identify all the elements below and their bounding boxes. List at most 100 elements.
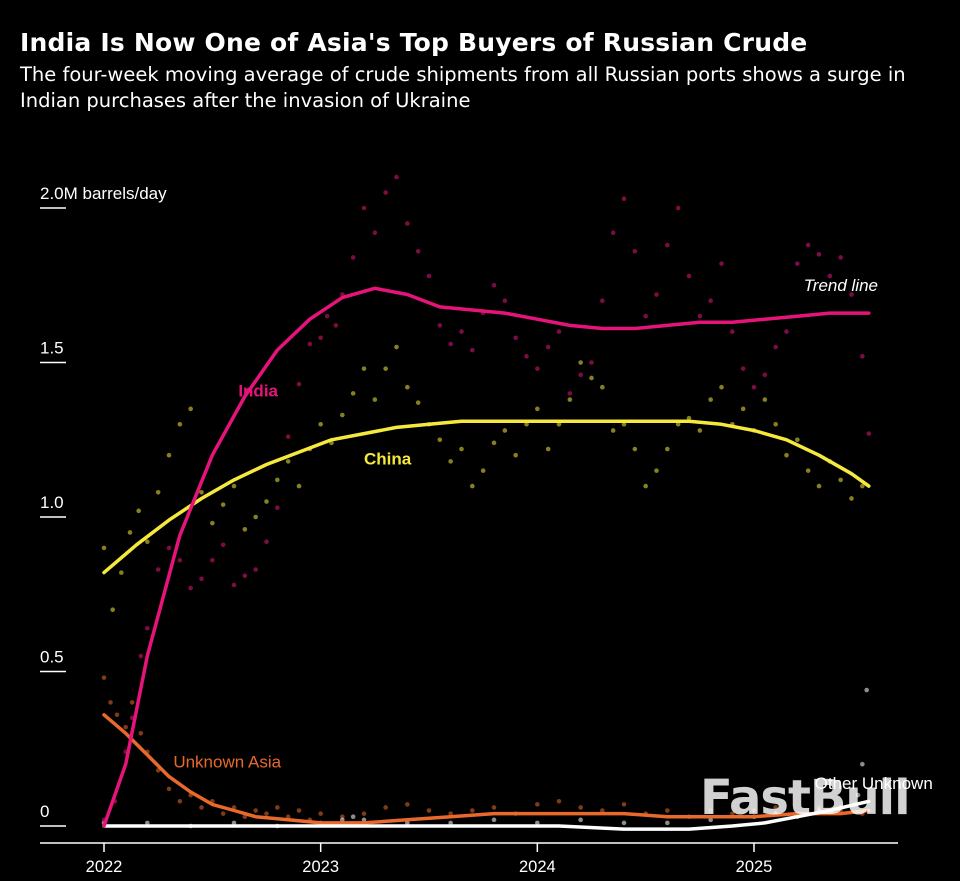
india-point xyxy=(210,557,215,563)
china-point xyxy=(784,452,789,458)
china-point xyxy=(318,422,323,427)
unknown-asia-point xyxy=(665,808,670,813)
unknown-asia-point xyxy=(108,700,113,705)
india-point xyxy=(199,576,204,582)
scatter-points xyxy=(101,174,872,829)
other-unknown-label: Other Unknown xyxy=(815,774,933,793)
india-point xyxy=(188,585,193,591)
unknown-asia-point xyxy=(621,802,627,807)
india-point xyxy=(632,248,638,254)
unknown-asia-point xyxy=(448,811,453,816)
india-point xyxy=(545,344,551,350)
china-trend-line xyxy=(102,419,871,575)
chart-title: India Is Now One of Asia's Top Buyers of… xyxy=(20,28,808,57)
india-point xyxy=(470,347,475,353)
china-point xyxy=(665,446,670,452)
india-point xyxy=(383,190,388,195)
other-unknown-point xyxy=(405,820,410,826)
y-tick-label: 0.5 xyxy=(40,648,64,667)
unknown-asia-point xyxy=(535,802,540,807)
india-point xyxy=(621,196,627,202)
india-point xyxy=(610,230,616,236)
china-point xyxy=(860,483,865,489)
india-point xyxy=(138,653,144,659)
india-point xyxy=(589,360,594,365)
other-unknown-point xyxy=(491,817,497,823)
other-unknown-trend-line xyxy=(102,799,871,831)
y-tick-label: 1.0 xyxy=(40,493,64,512)
unknown-asia-point xyxy=(199,805,204,810)
china-point xyxy=(502,428,508,433)
india-point xyxy=(730,329,735,334)
unknown-asia-point xyxy=(751,808,757,813)
china-point xyxy=(437,437,443,443)
china-point xyxy=(188,406,193,412)
china-point xyxy=(231,483,237,489)
unknown-asia-point xyxy=(708,808,713,813)
india-point xyxy=(296,381,302,387)
other-unknown-point xyxy=(361,817,367,823)
india-point xyxy=(849,292,854,297)
other-unknown-point xyxy=(145,820,150,826)
china-point xyxy=(556,422,562,427)
other-unknown-point xyxy=(535,820,540,826)
other-unknown-point xyxy=(448,820,453,826)
unknown-asia-point xyxy=(730,811,735,816)
china-point xyxy=(643,483,648,489)
india-point xyxy=(795,261,800,266)
india-point xyxy=(784,329,789,334)
other-unknown-point xyxy=(350,814,356,820)
unknown-asia-label: Unknown Asia xyxy=(173,752,281,771)
india-point xyxy=(405,221,410,226)
india-point xyxy=(578,372,583,378)
india-label: India xyxy=(238,381,278,400)
china-point xyxy=(513,452,518,458)
other-unknown-point xyxy=(855,792,861,798)
india-point xyxy=(524,354,529,359)
india-point xyxy=(860,354,865,359)
india-point xyxy=(751,384,757,390)
china-point xyxy=(589,375,594,381)
china-point xyxy=(816,483,822,489)
china-point xyxy=(210,520,215,526)
india-point xyxy=(177,557,183,563)
india-point xyxy=(535,366,540,371)
china-point xyxy=(145,539,150,545)
other-unknown-point xyxy=(231,820,237,826)
china-point xyxy=(415,400,421,405)
india-point xyxy=(708,298,713,304)
unknown-asia-point xyxy=(600,808,605,813)
unknown-asia-point xyxy=(491,805,497,810)
other-unknown-point xyxy=(621,820,627,826)
china-point xyxy=(253,514,258,520)
india-point xyxy=(437,323,443,328)
unknown-asia-point xyxy=(296,808,302,813)
india-point xyxy=(324,313,330,319)
india-point xyxy=(394,174,399,180)
unknown-asia-point xyxy=(578,805,583,810)
india-point xyxy=(333,323,339,328)
india-point xyxy=(166,545,172,551)
india-point xyxy=(513,335,518,341)
india-point xyxy=(805,242,811,248)
axes: 0 0.5 1.0 1.5 2.0M barrels/day 2022 2023 2024 20… xyxy=(40,184,898,876)
india-point xyxy=(426,273,432,279)
india-point xyxy=(697,313,703,319)
unknown-asia-point xyxy=(773,805,778,810)
unknown-asia-point xyxy=(383,805,388,810)
china-point xyxy=(340,412,345,418)
india-point xyxy=(600,298,605,304)
y-tick-label: 0 xyxy=(40,802,49,821)
china-point xyxy=(220,502,226,507)
unknown-asia-point xyxy=(138,731,144,736)
india-point xyxy=(665,242,670,248)
china-point xyxy=(119,570,124,575)
china-point xyxy=(621,422,627,427)
china-point xyxy=(610,428,616,433)
india-point xyxy=(762,372,768,378)
india-trend-line xyxy=(102,286,871,828)
watermark-logo: FastBull xyxy=(700,770,911,826)
china-point xyxy=(470,483,475,489)
china-point xyxy=(491,440,497,446)
india-point xyxy=(686,273,692,279)
